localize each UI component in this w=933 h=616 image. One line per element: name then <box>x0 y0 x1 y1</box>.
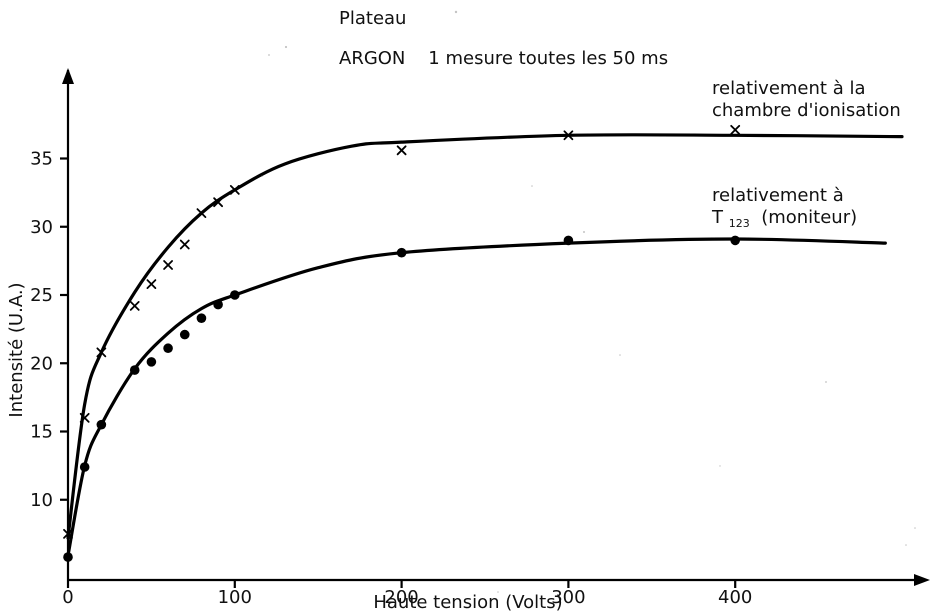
ionisation-point <box>63 528 73 539</box>
ionisation-point <box>163 260 173 270</box>
x-tick-label: 0 <box>62 587 73 608</box>
y-axis-title: Intensité (U.A.) <box>6 282 27 417</box>
cross-stroke <box>96 347 107 358</box>
ionisation-point <box>563 130 574 141</box>
upper-annotation-line-1: relativement à la <box>712 78 865 99</box>
x-tick-label: 100 <box>218 587 252 608</box>
y-tick-label: 30 <box>30 217 53 238</box>
cross-stroke <box>129 301 140 311</box>
y-tick-label: 25 <box>30 285 53 306</box>
cross-stroke <box>396 145 407 156</box>
cross-stroke <box>563 130 574 141</box>
moniteur-point <box>179 329 190 340</box>
x-tick-label: 200 <box>384 587 418 608</box>
ionisation-point <box>146 279 157 289</box>
moniteur-point <box>230 290 240 300</box>
scan-speck <box>454 10 458 14</box>
moniteur-point <box>563 235 574 246</box>
x-tick-label: 400 <box>718 587 752 608</box>
scan-speck <box>497 591 499 593</box>
cross-stroke <box>63 528 73 539</box>
moniteur-point <box>79 462 90 472</box>
ionisation-point <box>396 145 407 156</box>
moniteur-point <box>396 247 407 258</box>
cross-stroke <box>79 412 90 423</box>
scan-speck <box>583 231 585 233</box>
x-tick-label: 300 <box>551 587 585 608</box>
cross-stroke <box>179 239 190 250</box>
y-tick-label: 15 <box>30 422 53 443</box>
moniteur-point <box>730 235 740 246</box>
scan-speck <box>261 175 263 177</box>
ticks-layer: 0 100 200 300 400 10 15 20 25 30 35 <box>30 149 752 609</box>
cross-stroke <box>213 197 224 208</box>
cross-stroke <box>163 260 173 270</box>
cross-stroke <box>730 124 741 135</box>
scan-speck <box>905 544 907 546</box>
moniteur-point <box>163 343 173 354</box>
points-layer <box>63 124 741 562</box>
lower-annotation-line-1: relativement à <box>712 185 844 206</box>
moniteur-point <box>96 419 107 430</box>
y-tick-label: 20 <box>30 353 53 374</box>
x-axis-arrow <box>914 574 930 586</box>
ionisation-point <box>730 124 741 135</box>
axes-layer <box>62 68 930 586</box>
cross-stroke <box>229 184 240 195</box>
scan-speck <box>619 354 621 356</box>
x-axis-title: Haute tension (Volts) <box>373 592 562 613</box>
title-line-2: ARGON 1 mesure toutes les 50 ms <box>339 48 668 69</box>
ionisation-point <box>213 197 224 208</box>
cross-stroke <box>146 279 157 289</box>
moniteur-point <box>63 552 73 562</box>
ionisation-point <box>96 347 107 358</box>
scan-speck <box>719 465 721 467</box>
moniteur-fit-curve <box>66 237 887 558</box>
lower-annotation-subscript: 123 <box>729 217 750 230</box>
ionisation-point <box>229 184 240 195</box>
scan-speck <box>914 527 916 529</box>
moniteur-point <box>146 357 157 367</box>
ionisation-point <box>79 412 90 423</box>
scan-speck <box>284 45 288 49</box>
moniteur-point <box>129 365 140 375</box>
y-tick-label: 10 <box>30 490 53 511</box>
y-axis-arrow <box>62 68 74 84</box>
ionisation-point <box>129 301 140 311</box>
lower-annotation-line-2: T 123 (moniteur) <box>711 207 857 232</box>
scan-speck <box>825 381 827 383</box>
ionisation-point <box>196 208 207 219</box>
y-tick-label: 35 <box>30 149 53 170</box>
moniteur-point <box>196 313 207 324</box>
lower-annotation-main: T <box>711 207 724 228</box>
specks-layer <box>261 10 916 593</box>
moniteur-point <box>213 299 223 310</box>
ionisation-point <box>179 239 190 250</box>
upper-annotation-line-2: chambre d'ionisation <box>712 100 901 121</box>
cross-stroke <box>196 208 207 219</box>
lower-annotation-tail: (moniteur) <box>755 207 857 228</box>
scan-speck <box>531 185 533 187</box>
scan-speck <box>268 54 270 56</box>
title-line-1: Plateau <box>339 8 406 29</box>
